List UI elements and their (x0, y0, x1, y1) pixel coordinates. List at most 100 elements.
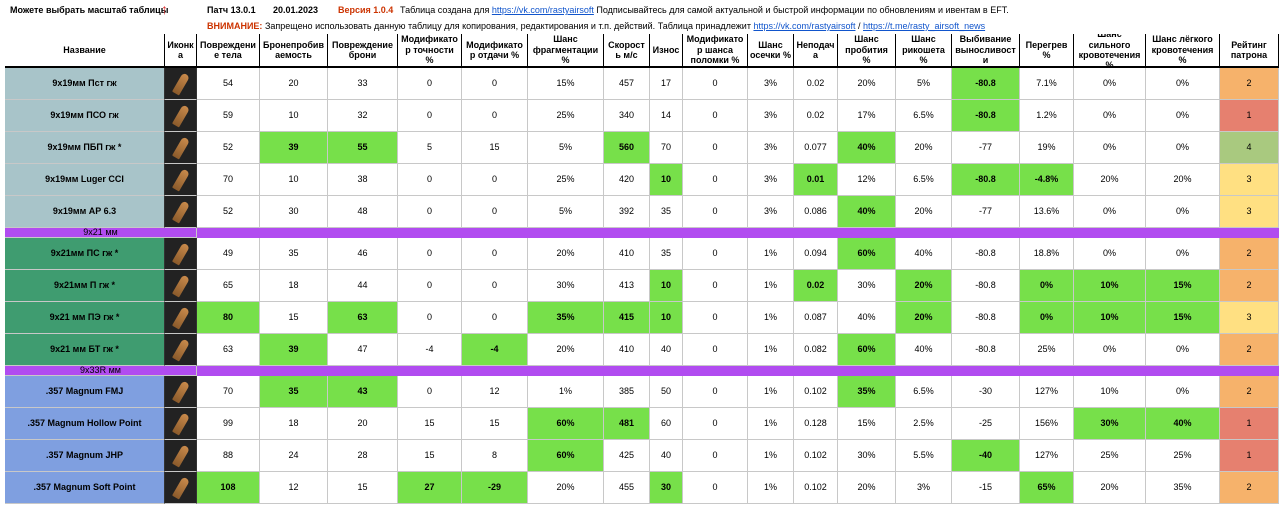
value-cell: 50 (650, 376, 683, 408)
bullet (171, 103, 190, 128)
value-cell: 2.5% (896, 408, 952, 440)
value-cell: 35% (528, 302, 604, 334)
value-cell: 40% (896, 238, 952, 270)
ammo-icon (165, 302, 197, 334)
value-cell: 20% (896, 132, 952, 164)
vk-link[interactable]: https://vk.com/rastyairsoft (491, 5, 594, 15)
value-cell: 20% (1146, 164, 1220, 196)
bullet (171, 135, 190, 160)
value-cell: 39 (260, 132, 328, 164)
value-cell: 425 (604, 440, 650, 472)
ammo-name: 9x19мм ПСО гж (5, 100, 165, 132)
value-cell: 99 (197, 408, 260, 440)
value-cell: 0.082 (794, 334, 838, 366)
column-header: Износ (650, 34, 683, 68)
value-cell: 17% (838, 100, 896, 132)
value-cell: 20% (528, 472, 604, 504)
value-cell: 43 (328, 376, 398, 408)
value-cell: -77 (952, 196, 1020, 228)
ammo-name: .357 Magnum JHP (5, 440, 165, 472)
value-cell: 40% (838, 302, 896, 334)
value-cell: 0.01 (794, 164, 838, 196)
value-cell: 0 (683, 408, 748, 440)
value-cell: 0 (398, 302, 462, 334)
value-cell: 30 (650, 472, 683, 504)
rating-cell: 2 (1220, 238, 1279, 270)
value-cell: 0 (398, 238, 462, 270)
value-cell: 60% (838, 334, 896, 366)
value-cell: 15 (398, 440, 462, 472)
value-cell: 70 (650, 132, 683, 164)
ammo-name: 9x21мм П гж * (5, 270, 165, 302)
bullet (171, 443, 190, 468)
value-cell: -77 (952, 132, 1020, 164)
value-cell: 13.6% (1020, 196, 1074, 228)
value-cell: 35 (650, 238, 683, 270)
ammo-icon (165, 408, 197, 440)
value-cell: 30% (528, 270, 604, 302)
value-cell: 55 (328, 132, 398, 164)
value-cell: 127% (1020, 376, 1074, 408)
value-cell: 35 (260, 238, 328, 270)
value-cell: 15 (462, 408, 528, 440)
bullet (171, 71, 190, 96)
value-cell: 6.5% (896, 164, 952, 196)
value-cell: 0 (683, 100, 748, 132)
value-cell: 15% (1146, 302, 1220, 334)
ammo-icon (165, 440, 197, 472)
value-cell: 0% (1146, 376, 1220, 408)
value-cell: -40 (952, 440, 1020, 472)
value-cell: -80.8 (952, 334, 1020, 366)
value-cell: 60% (528, 440, 604, 472)
value-cell: 15 (398, 408, 462, 440)
scale-arrow[interactable]: ↑ (161, 1, 168, 17)
value-cell: 0% (1146, 132, 1220, 164)
vk-link[interactable]: https://vk.com/rastyairsoft (753, 21, 856, 31)
value-cell: -4.8% (1020, 164, 1074, 196)
value-cell: 410 (604, 334, 650, 366)
value-cell: 0 (683, 68, 748, 100)
notice: Таблица создана для https://vk.com/rasty… (400, 5, 1009, 15)
value-cell: 127% (1020, 440, 1074, 472)
rating-cell: 3 (1220, 164, 1279, 196)
scale-note: Можете выбрать масштаб таблицы (10, 5, 169, 15)
column-header: Шанс рикошета % (896, 34, 952, 68)
value-cell: 38 (328, 164, 398, 196)
value-cell: 0 (683, 472, 748, 504)
value-cell: 20 (328, 408, 398, 440)
ammo-name: 9x19мм AP 6.3 (5, 196, 165, 228)
column-header: Название (5, 34, 165, 68)
value-cell: 5% (528, 196, 604, 228)
value-cell: 35% (1146, 472, 1220, 504)
rating-cell: 1 (1220, 408, 1279, 440)
column-header: Модификатор точности % (398, 34, 462, 68)
value-cell: -80.8 (952, 164, 1020, 196)
value-cell: 52 (197, 196, 260, 228)
value-cell: 3% (748, 164, 794, 196)
rating-cell: 2 (1220, 270, 1279, 302)
value-cell: 457 (604, 68, 650, 100)
value-cell: -80.8 (952, 302, 1020, 334)
ammo-icon (165, 238, 197, 270)
rating-cell: 2 (1220, 68, 1279, 100)
value-cell: 25% (1074, 440, 1146, 472)
value-cell: 10 (650, 270, 683, 302)
value-cell: 60% (528, 408, 604, 440)
value-cell: 49 (197, 238, 260, 270)
bullet (171, 475, 190, 500)
tg-link[interactable]: https://t.me/rasty_airsoft_news (863, 21, 986, 31)
bullet (171, 199, 190, 224)
value-cell: 0% (1074, 334, 1146, 366)
value-cell: 0% (1074, 68, 1146, 100)
value-cell: 6.5% (896, 376, 952, 408)
value-cell: 20% (896, 270, 952, 302)
value-cell: 3% (748, 68, 794, 100)
value-cell: 47 (328, 334, 398, 366)
column-header: Неподача (794, 34, 838, 68)
value-cell: -29 (462, 472, 528, 504)
value-cell: 481 (604, 408, 650, 440)
ammo-icon (165, 334, 197, 366)
value-cell: 10% (1074, 376, 1146, 408)
value-cell: 15% (1146, 270, 1220, 302)
created-for: Таблица создана для (400, 5, 490, 15)
